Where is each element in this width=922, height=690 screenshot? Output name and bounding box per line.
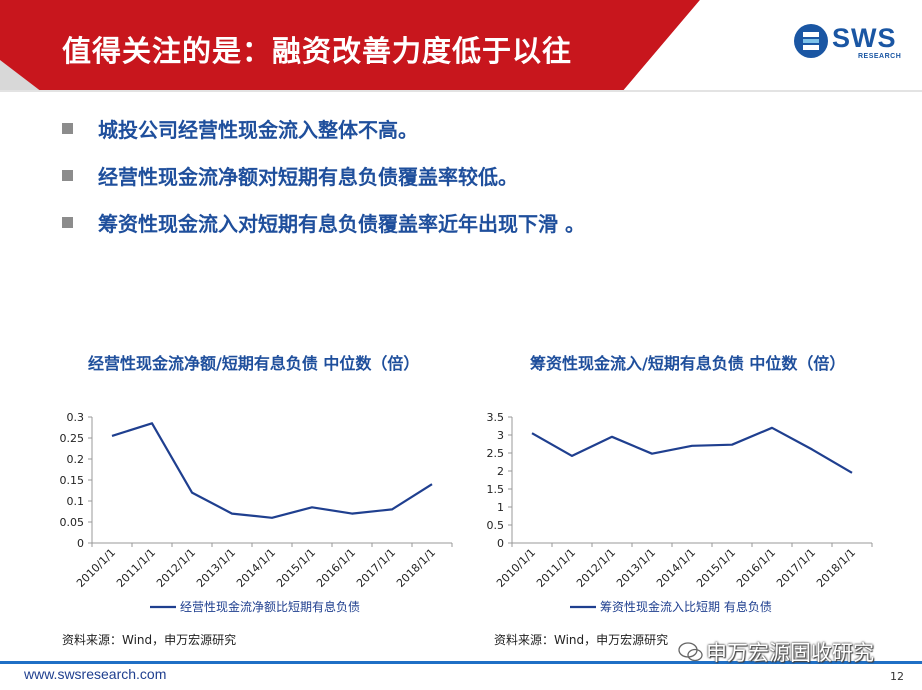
x-tick-label: 2016/1/1 — [734, 546, 778, 590]
bullet-square-icon — [62, 217, 73, 228]
bullet-text: 筹资性现金流入对短期有息负债覆盖率近年出现下滑 。 — [98, 212, 585, 236]
x-tick-label: 2014/1/1 — [234, 546, 278, 590]
bullet-text: 经营性现金流净额对短期有息负债覆盖率较低。 — [98, 165, 518, 189]
x-tick-label: 2017/1/1 — [774, 546, 818, 590]
chart-2-title: 筹资性现金流入/短期有息负债 中位数（倍） — [530, 354, 846, 373]
chart-2-source: 资料来源：Wind，申万宏源研究 — [494, 633, 669, 647]
x-tick-label: 2014/1/1 — [654, 546, 698, 590]
logo-emblem-icon — [794, 24, 828, 58]
x-tick-label: 2016/1/1 — [314, 546, 358, 590]
bullet-square-icon — [62, 170, 73, 181]
sws-logo: SWS RESEARCH — [792, 22, 910, 62]
bullet-square-icon — [62, 123, 73, 134]
x-tick-label: 2017/1/1 — [354, 546, 398, 590]
chart-2: 0 0.5 1 1.5 2 2.5 3 3.5 2010/1/12011/1/12012/1/1… — [487, 411, 873, 614]
y-tick-label: 1.5 — [487, 483, 505, 496]
y-tick-label: 3 — [497, 429, 504, 442]
chart-1-source: 资料来源：Wind，申万宏源研究 — [62, 633, 237, 647]
y-tick-label: 0 — [77, 537, 84, 550]
banner-background — [0, 0, 922, 92]
x-tick-label: 2011/1/1 — [534, 546, 578, 590]
logo-text: SWS — [832, 23, 897, 53]
footer-divider — [0, 661, 922, 664]
chart-1-title: 经营性现金流净额/短期有息负债 中位数（倍） — [88, 354, 420, 373]
page-number: 12 — [890, 670, 904, 683]
series-line — [531, 426, 853, 474]
x-tick-label: 2010/1/1 — [494, 546, 538, 590]
x-tick-label: 2013/1/1 — [194, 546, 238, 590]
watermark-text: 申万宏源固收研究 — [706, 641, 874, 665]
x-tick-label: 2012/1/1 — [154, 546, 198, 590]
y-tick-label: 2.5 — [487, 447, 505, 460]
x-tick-label: 2018/1/1 — [394, 546, 438, 590]
y-tick-label: 0.2 — [67, 453, 85, 466]
y-tick-label: 0 — [497, 537, 504, 550]
chart-1: 00.050.10.150.20.250.32010/1/12011/1/120… — [60, 411, 453, 614]
legend-label: 经营性现金流净额比短期有息负债 — [180, 599, 360, 614]
page-title: 值得关注的是：融资改善力度低于以往 — [62, 34, 573, 68]
x-tick-label: 2015/1/1 — [694, 546, 738, 590]
header-banner: 值得关注的是：融资改善力度低于以往 SWS RESEARCH — [0, 0, 922, 92]
footer-url-link[interactable]: www.swsresearch.com — [24, 666, 167, 682]
y-tick-label: 0.5 — [487, 519, 505, 532]
x-tick-label: 2012/1/1 — [574, 546, 618, 590]
y-tick-label: 0.1 — [67, 495, 85, 508]
x-tick-label: 2011/1/1 — [114, 546, 158, 590]
x-tick-label: 2010/1/1 — [74, 546, 118, 590]
y-tick-label: 2 — [497, 465, 504, 478]
x-tick-label: 2013/1/1 — [614, 546, 658, 590]
series-line — [111, 422, 433, 519]
y-tick-label: 0.25 — [60, 432, 85, 445]
y-tick-label: 0.15 — [60, 474, 85, 487]
logo-subtext: RESEARCH — [858, 53, 902, 60]
x-tick-label: 2015/1/1 — [274, 546, 318, 590]
y-tick-label: 3.5 — [487, 411, 505, 424]
y-tick-label: 0.3 — [67, 411, 85, 424]
x-tick-label: 2018/1/1 — [814, 546, 858, 590]
wechat-icon — [678, 642, 703, 662]
y-tick-label: 1 — [497, 501, 504, 514]
y-tick-label: 0.05 — [60, 516, 85, 529]
bullet-text: 城投公司经营性现金流入整体不高。 — [98, 118, 418, 142]
legend-label: 筹资性现金流入比短期 有息负债 — [600, 599, 772, 614]
